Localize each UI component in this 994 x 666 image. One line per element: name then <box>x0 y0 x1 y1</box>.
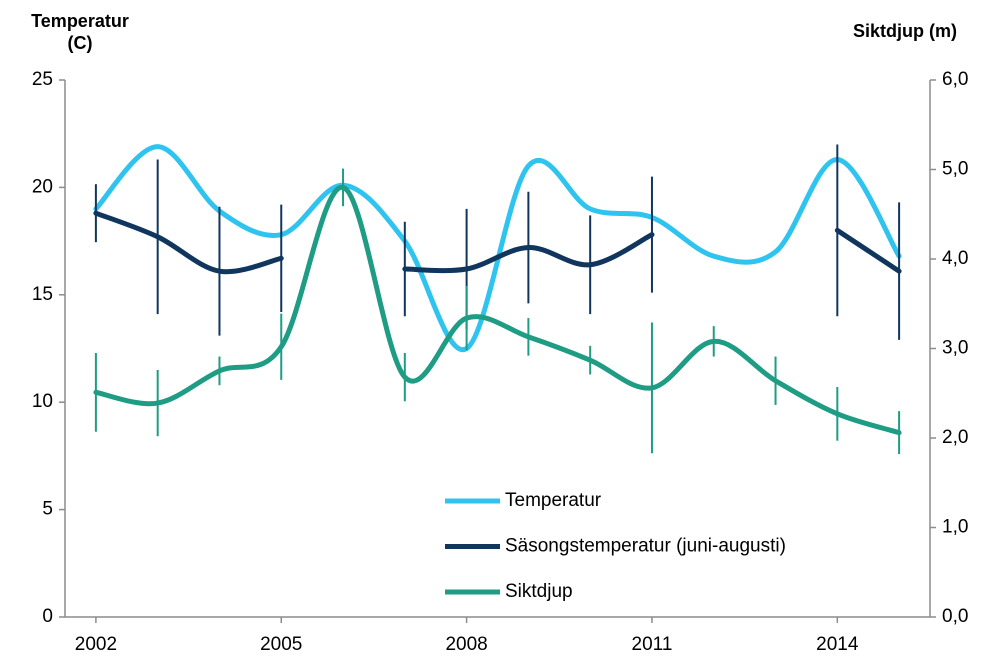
y-tick-label: 5 <box>42 499 53 520</box>
y2-tick-label: 4,0 <box>942 248 968 269</box>
y2-tick-label: 1,0 <box>942 517 968 538</box>
x-tick-label: 2014 <box>816 634 859 655</box>
y-tick-label: 10 <box>32 391 53 412</box>
x-tick-label: 2005 <box>260 634 302 655</box>
series-line <box>93 184 902 436</box>
x-tick-label: 2008 <box>445 634 487 655</box>
x-tick-label: 2011 <box>632 634 673 655</box>
y-axis-title: Temperatur (C) <box>31 11 129 53</box>
series-line <box>93 210 902 275</box>
y2-tick-label: 3,0 <box>942 338 968 359</box>
y2-tick-label: 5,0 <box>942 159 968 180</box>
y2-tick-label: 6,0 <box>942 69 968 90</box>
legend-label: Temperatur <box>505 490 602 511</box>
y-tick-label: 0 <box>42 606 53 627</box>
y-tick-label: 15 <box>32 284 53 305</box>
y2-tick-label: 2,0 <box>942 427 968 448</box>
legend-label: Säsongstemperatur (juni-augusti) <box>505 536 786 557</box>
x-tick-label: 2002 <box>75 634 117 655</box>
y2-tick-label: 0,0 <box>942 606 968 627</box>
y2-axis-title: Siktdjup (m) <box>853 21 957 41</box>
y-tick-label: 25 <box>32 69 53 90</box>
y-tick-label: 20 <box>32 176 53 197</box>
legend-label: Siktdjup <box>505 581 573 602</box>
series-line <box>93 144 902 353</box>
